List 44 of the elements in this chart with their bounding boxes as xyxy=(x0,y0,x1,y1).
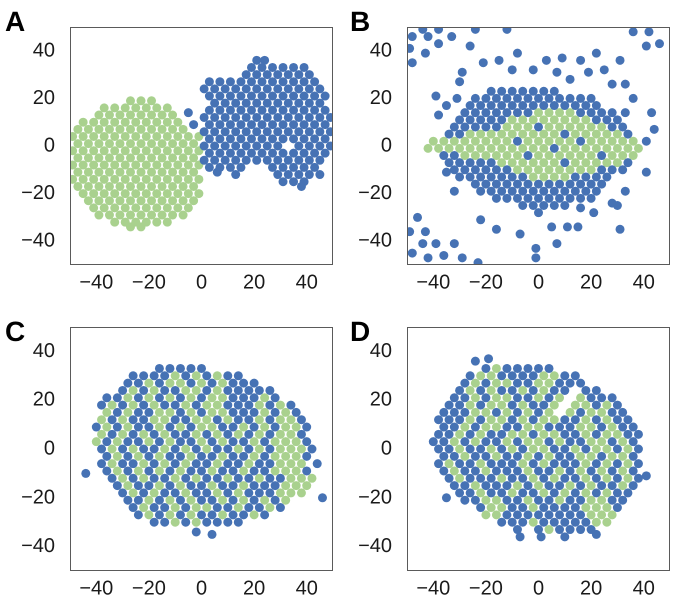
y-tick-label: 40 xyxy=(32,340,55,362)
y-tick-label: 0 xyxy=(380,134,392,157)
x-tick-label: 20 xyxy=(242,272,266,294)
y-tick-label: 40 xyxy=(370,39,392,62)
x-tick-label: 40 xyxy=(296,578,318,600)
y-tick-label: −20 xyxy=(21,486,55,508)
x-tick-label: 0 xyxy=(532,578,544,600)
x-tick-label: 20 xyxy=(580,578,602,600)
x-tick-label: −40 xyxy=(79,578,114,600)
y-tick-label: 20 xyxy=(32,86,55,109)
x-tick-label: 20 xyxy=(580,272,602,294)
x-tick-label: 0 xyxy=(532,272,544,294)
chart-title: C xyxy=(5,316,26,347)
y-tick-label: −20 xyxy=(358,486,392,508)
y-tick-label: 20 xyxy=(370,388,392,411)
x-tick-label: −40 xyxy=(416,272,450,294)
chart-title: B xyxy=(350,6,370,37)
x-tick-label: 40 xyxy=(632,578,655,600)
x-tick-label: 0 xyxy=(196,272,208,294)
x-tick-label: 40 xyxy=(296,272,318,294)
y-tick-label: 40 xyxy=(370,340,392,362)
x-tick-label: −20 xyxy=(132,578,166,600)
chart-title: D xyxy=(350,316,370,347)
y-tick-label: −40 xyxy=(21,535,55,558)
x-tick-label: −20 xyxy=(132,272,166,294)
y-tick-label: −20 xyxy=(358,182,392,204)
x-tick-label: −40 xyxy=(416,578,450,600)
y-tick-label: 0 xyxy=(44,134,55,157)
y-tick-label: 0 xyxy=(380,438,392,460)
y-tick-label: 20 xyxy=(370,86,392,109)
x-tick-label: 0 xyxy=(196,578,208,600)
x-tick-label: 40 xyxy=(632,272,655,294)
y-tick-label: −40 xyxy=(358,535,392,558)
y-tick-label: 0 xyxy=(44,438,55,460)
y-tick-label: −20 xyxy=(21,182,55,204)
y-tick-label: 40 xyxy=(32,39,55,62)
y-tick-label: 20 xyxy=(32,388,55,411)
chart-title: A xyxy=(5,6,26,37)
x-tick-label: 20 xyxy=(242,578,266,600)
x-tick-label: −20 xyxy=(468,578,503,600)
x-tick-label: −40 xyxy=(79,272,114,294)
y-tick-label: −40 xyxy=(358,230,392,252)
y-tick-label: −40 xyxy=(21,230,55,252)
x-tick-label: −20 xyxy=(468,272,503,294)
